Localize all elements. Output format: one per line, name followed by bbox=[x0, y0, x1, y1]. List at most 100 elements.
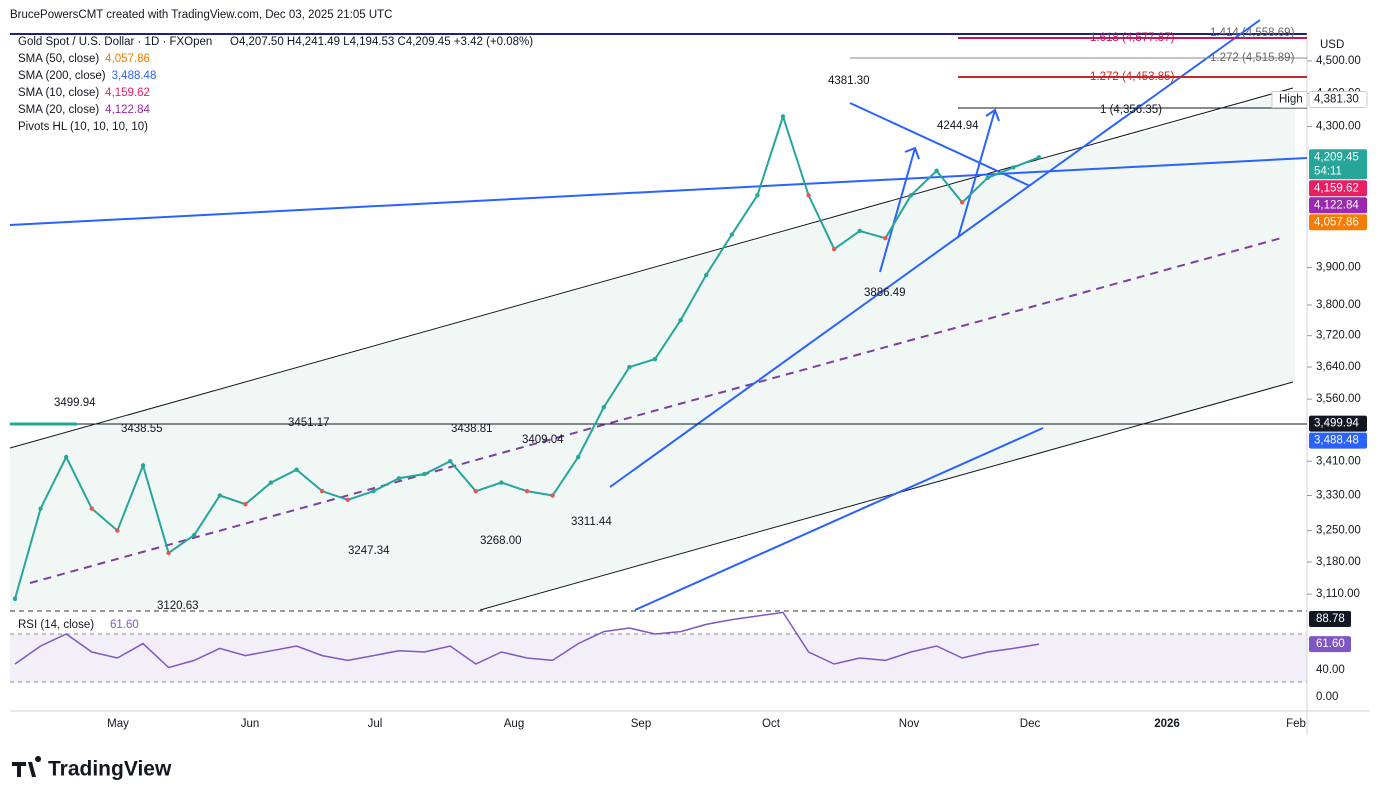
currency: USD bbox=[1320, 39, 1344, 51]
price-badge bbox=[1309, 180, 1367, 197]
price-badge-label: 4,159.62 bbox=[1314, 182, 1359, 194]
close-point bbox=[473, 488, 478, 494]
channel-lower bbox=[479, 381, 1294, 611]
rsi-line bbox=[14, 611, 1040, 669]
month-labels: May Jun Jul Aug Sep Oct Nov Dec 2026 Feb bbox=[107, 718, 1306, 730]
close-point bbox=[320, 488, 325, 494]
price-tick-label: 3,250.00 bbox=[1316, 525, 1361, 537]
pivot-label: 3438.55 bbox=[121, 423, 163, 435]
close-point bbox=[934, 168, 939, 174]
indicator-value: 4,159.62 bbox=[105, 87, 150, 99]
price-tick-label: 4,500.00 bbox=[1316, 55, 1361, 67]
month: Aug bbox=[504, 718, 524, 730]
close-point bbox=[89, 506, 95, 511]
sma200-line bbox=[634, 427, 1044, 611]
close-point bbox=[908, 193, 914, 198]
close-point bbox=[729, 232, 734, 237]
symbol: Gold Spot / U.S. Dollar · 1D · FXOpen bbox=[18, 36, 212, 48]
rsi-value: 61.60 bbox=[110, 619, 139, 631]
price-badge bbox=[1309, 214, 1367, 231]
pivot-labels: 4381.30 4244.94 3886.49 3499.94 3438.55 … bbox=[54, 75, 979, 612]
pivot-label: 4244.94 bbox=[937, 120, 979, 132]
close-point bbox=[422, 471, 427, 477]
price-tick-label: 3,410.00 bbox=[1316, 455, 1361, 467]
month: 2026 bbox=[1154, 718, 1180, 730]
channel-fill bbox=[10, 90, 1295, 610]
pivot-label: 3886.49 bbox=[864, 287, 906, 299]
fib-label: 1 (4,356.35) bbox=[1100, 104, 1162, 116]
price-badge bbox=[1309, 149, 1367, 180]
pivot-label: 4381.30 bbox=[828, 75, 870, 87]
price-tick-label: 3,180.00 bbox=[1316, 556, 1361, 568]
rsi-tick-label: 61.60 bbox=[1316, 638, 1345, 650]
pivot-label: 3499.94 bbox=[54, 397, 96, 409]
rsi-band bbox=[10, 634, 1307, 682]
price-tick-label: 3,110.00 bbox=[1316, 588, 1360, 600]
rsi-badge bbox=[1309, 611, 1351, 627]
badge-countdown: 54:11 bbox=[1314, 165, 1342, 177]
logo: TradingView bbox=[48, 758, 172, 781]
month: Dec bbox=[1020, 718, 1041, 730]
rsi-tick-label: 0.00 bbox=[1316, 691, 1338, 703]
close-point bbox=[960, 200, 965, 205]
rsi-badge bbox=[1309, 636, 1351, 653]
rsi-tick-label: 40.00 bbox=[1316, 664, 1345, 676]
trend-line bbox=[609, 19, 1261, 488]
month: Jun bbox=[241, 718, 260, 730]
close-point bbox=[704, 272, 709, 278]
month: Jul bbox=[368, 718, 383, 730]
fib-label: 1.414 (4,558.69) bbox=[1210, 27, 1295, 39]
fib-label: 1.618 (4,577.87) bbox=[1090, 32, 1175, 44]
close-point bbox=[1036, 155, 1042, 160]
close-point bbox=[345, 497, 350, 503]
close-point bbox=[985, 175, 990, 181]
close-point bbox=[601, 405, 606, 410]
indicator-value: 4,122.84 bbox=[105, 104, 150, 116]
month: Feb bbox=[1286, 718, 1306, 730]
price-tick-label: 3,330.00 bbox=[1316, 490, 1361, 502]
close-point bbox=[12, 596, 18, 601]
arrow-head bbox=[985, 108, 1000, 122]
close-point bbox=[576, 454, 581, 460]
close-point bbox=[396, 476, 402, 481]
month: Oct bbox=[762, 718, 781, 730]
arrow-head bbox=[904, 146, 920, 160]
price-badge bbox=[1308, 91, 1368, 109]
close-point bbox=[755, 193, 760, 198]
rsi-title: RSI (14, close) bbox=[18, 619, 94, 631]
arrow bbox=[879, 147, 916, 273]
close-point bbox=[38, 506, 43, 511]
close-point bbox=[780, 114, 786, 119]
close-point bbox=[192, 532, 197, 538]
price-badge-label: 3,488.48 bbox=[1314, 435, 1359, 447]
month: May bbox=[107, 718, 129, 730]
close-point bbox=[268, 480, 274, 485]
close-point bbox=[140, 463, 146, 468]
channel-upper bbox=[9, 87, 1294, 449]
indicator-label: SMA (10, close) bbox=[18, 87, 99, 99]
price-badge-label: 4,209.45 bbox=[1314, 151, 1359, 163]
fib-label: 1.272 (4,515.89) bbox=[1210, 52, 1295, 64]
close-point bbox=[166, 550, 171, 556]
close-point bbox=[857, 228, 862, 234]
price-tick-label: 4,300.00 bbox=[1316, 121, 1361, 133]
close-point bbox=[294, 467, 299, 472]
header: BrucePowersCMT created with TradingView.… bbox=[10, 9, 392, 21]
price-tick-label: 3,900.00 bbox=[1316, 261, 1361, 273]
close-point bbox=[115, 528, 120, 533]
pivot-label: 3438.81 bbox=[451, 423, 493, 435]
price-tick-label: 3,640.00 bbox=[1316, 361, 1361, 373]
close-point bbox=[627, 364, 632, 370]
close-point bbox=[1011, 165, 1016, 170]
badge-tag-label: High bbox=[1279, 94, 1303, 106]
indicator-value: 4,057.86 bbox=[105, 53, 150, 65]
fib-label: 1.272 (4,453.85) bbox=[1090, 71, 1175, 83]
price-badge-label: 4,057.86 bbox=[1314, 216, 1359, 228]
rsi-tick-label: 88.78 bbox=[1316, 613, 1345, 625]
channel-mid bbox=[29, 236, 1286, 584]
indicator-label: SMA (200, close) bbox=[18, 70, 106, 82]
close-point bbox=[550, 493, 555, 498]
price-tick-label: 3,800.00 bbox=[1316, 299, 1361, 311]
pivot-label: 3451.17 bbox=[288, 417, 330, 429]
